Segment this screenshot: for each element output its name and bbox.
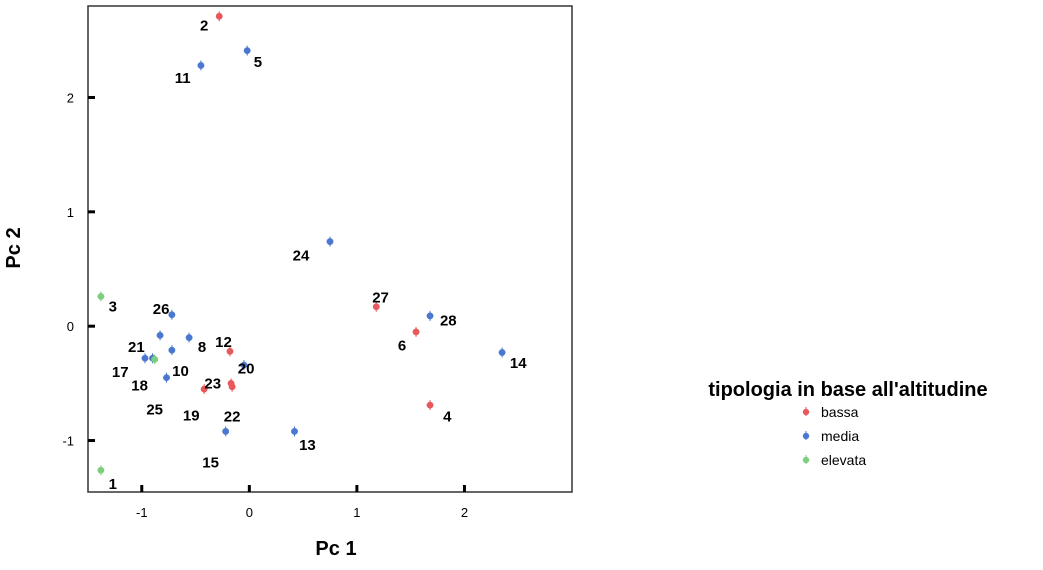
data-point [141,353,149,364]
data-point [326,236,334,247]
point-label: 22 [224,409,241,426]
data-point [156,330,164,341]
plot-frame [87,5,573,493]
data-point [412,326,420,337]
legend-label: elevata [821,452,866,468]
data-point [185,332,193,343]
data-point [97,291,105,302]
data-point [228,381,236,392]
legend-title: tipologia in base all'altitudine [708,379,987,401]
data-point [200,384,208,395]
legend-label: bassa [821,404,859,420]
y-tick-label: 0 [67,319,74,334]
point-label: 15 [202,454,219,471]
data-point [163,372,170,383]
data-point [372,301,380,312]
point-label: 6 [398,338,406,355]
data-point [426,400,434,411]
point-label: 1 [109,476,117,493]
data-point [168,309,176,320]
legend-label: media [821,428,859,444]
point-label: 11 [175,70,191,87]
x-tick-label: -1 [136,505,148,520]
data-point [168,345,176,356]
data-point [222,426,230,437]
data-point [226,346,234,357]
x-axis-title: Pc 1 [315,538,356,560]
point-label: 18 [131,378,148,395]
data-point [197,60,205,71]
legend-item: media [802,428,859,444]
point-label: 8 [198,339,206,356]
point-label: 14 [510,355,527,372]
point-label: 27 [372,290,389,307]
legend-item: bassa [802,404,859,420]
point-label: 5 [254,54,262,71]
point-label: 26 [153,301,170,318]
point-label: 12 [215,334,232,351]
point-label: 24 [293,247,310,264]
point-label: 28 [440,312,457,329]
data-point [240,360,248,371]
legend-item: elevata [802,452,866,468]
point-label: 13 [299,437,316,454]
point-label: 25 [146,402,163,419]
point-label: 10 [172,363,189,380]
y-axis-title: Pc 2 [3,227,25,268]
data-points [97,11,506,476]
x-tick-label: 1 [353,505,360,520]
data-point [151,354,159,365]
point-label: 4 [443,409,452,426]
point-label: 2 [200,17,208,34]
x-tick-label: 2 [461,505,468,520]
data-point [498,347,506,358]
data-point [215,11,223,22]
data-point [426,310,434,321]
point-label: 3 [109,299,117,316]
y-tick-label: -1 [62,434,74,449]
point-label: 21 [128,339,145,356]
data-point [291,426,298,437]
point-label: 23 [204,375,221,392]
point-label: 19 [183,407,200,424]
y-tick-label: 1 [67,205,74,220]
point-label: 20 [238,360,255,377]
x-tick-label: 0 [246,505,253,520]
data-point [97,465,105,476]
legend-items: bassa media elevata [802,404,866,468]
y-tick-label: 2 [67,90,74,105]
point-label: 17 [112,364,129,381]
data-point [243,45,251,56]
legend: tipologia in base all'altitudine bassa me… [708,379,987,468]
